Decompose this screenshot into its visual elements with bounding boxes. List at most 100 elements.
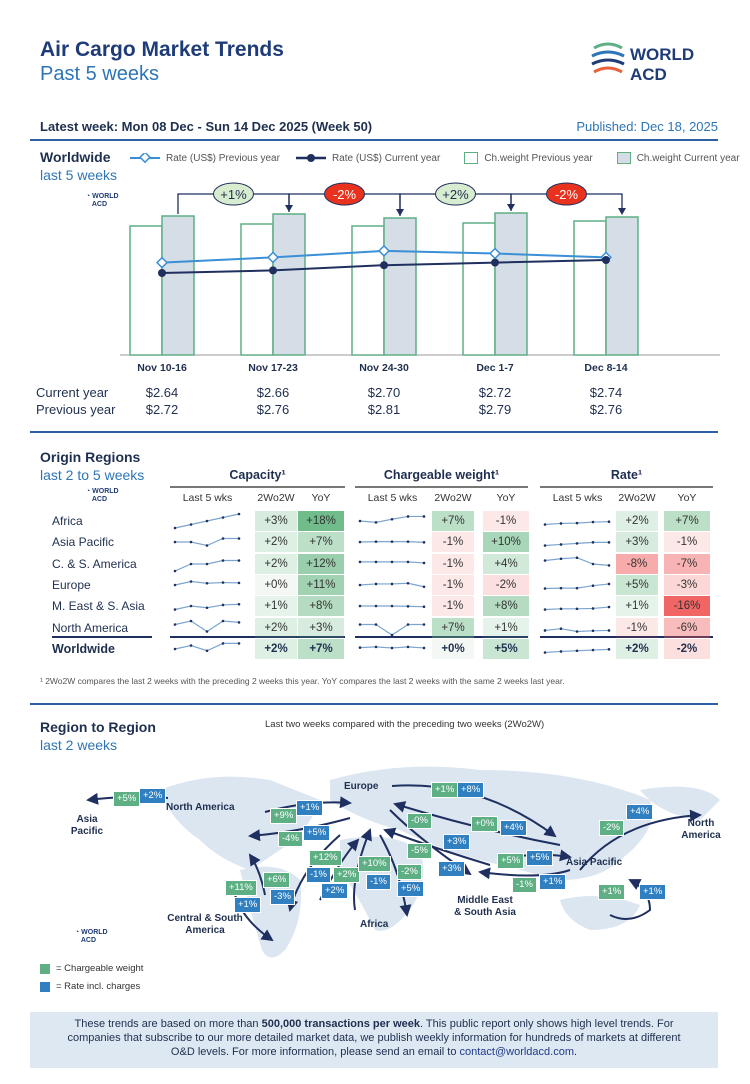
sparkline-cw xyxy=(358,645,426,650)
rate-previous: $2.76 xyxy=(589,402,623,417)
tag-rate: +3% xyxy=(443,834,471,850)
point-rate-cur xyxy=(491,258,499,267)
sparkline-cw xyxy=(358,540,426,544)
footer-text: These trends are based on more than xyxy=(74,1018,262,1030)
legend-line-prev-icon xyxy=(130,153,160,163)
value-cell-cw-2wo2w: -1% xyxy=(432,532,474,553)
row-label: M. East & S. Asia xyxy=(52,599,145,614)
tag-chargeable-weight: -5% xyxy=(407,843,432,859)
tag-rate: +3% xyxy=(438,861,466,877)
value-cell-rate-2wo2w: -8% xyxy=(616,553,658,574)
tag-chargeable-weight: +12% xyxy=(309,850,342,866)
value-cell-cw-2wo2w: +7% xyxy=(432,511,474,531)
point-rate-prev xyxy=(488,247,502,260)
row-label: Europe xyxy=(52,577,91,592)
value-cell-cw-yoy: +4% xyxy=(483,553,529,574)
tag-rate: +4% xyxy=(500,820,528,836)
total-rule xyxy=(170,636,345,638)
change-bubble xyxy=(324,182,365,206)
tag-rate: +1% xyxy=(296,800,324,816)
x-tick-label: Dec 1-7 xyxy=(476,362,514,374)
group-header: Capacity¹ xyxy=(229,468,286,482)
value-cell-rate-yoy: -1% xyxy=(664,532,710,553)
tag-chargeable-weight: -4% xyxy=(278,831,303,847)
value-cell-cw-2wo2w: +0% xyxy=(432,638,474,659)
divider xyxy=(30,431,718,433)
arrow-down-icon xyxy=(618,208,626,215)
worldwide-chart: +1% -2% +2% -2% xyxy=(120,182,720,356)
col-header: 2Wo2W xyxy=(618,492,656,504)
sparkline-cap xyxy=(173,619,241,633)
region-label: North America xyxy=(166,802,235,813)
group-header: Chargeable weight¹ xyxy=(383,468,500,482)
tag-chargeable-weight: -2% xyxy=(599,820,624,836)
value-cell-cw-yoy: +8% xyxy=(483,596,529,617)
sparkline-cw xyxy=(358,515,426,524)
region-label: Asia Pacific xyxy=(566,857,623,868)
tag-chargeable-weight: +9% xyxy=(270,808,298,824)
value-cell-cw-yoy: -1% xyxy=(483,511,529,531)
total-rule xyxy=(355,636,528,638)
sparkline-rate xyxy=(543,555,611,567)
rate-current: $2.66 xyxy=(256,385,290,400)
value-cell-cap-2wo2w: +2% xyxy=(255,532,297,553)
footer-bold: 500,000 transactions per week xyxy=(261,1018,420,1030)
contact-email-link[interactable]: contact@worldacd.com xyxy=(459,1046,575,1058)
header-rule xyxy=(170,486,345,488)
tag-rate: +1% xyxy=(639,884,667,900)
value-cell-rate-2wo2w: +5% xyxy=(616,574,658,595)
header-rule xyxy=(355,486,528,488)
point-rate-cur xyxy=(602,256,610,264)
point-rate-prev xyxy=(155,256,169,269)
value-cell-cap-yoy: +7% xyxy=(298,638,344,659)
value-cell-cap-2wo2w: +0% xyxy=(255,574,297,595)
legend-cw-swatch xyxy=(40,964,50,974)
footnote: ¹ 2Wo2W compares the last 2 weeks with t… xyxy=(40,676,565,686)
point-rate-prev xyxy=(377,244,391,257)
change-bubble xyxy=(546,182,587,206)
small-logo: ◔ WORLD ACD xyxy=(86,193,119,208)
total-rule xyxy=(540,636,713,638)
footer-text: . This public report only shows high lev… xyxy=(67,1018,681,1058)
region-label: Africa xyxy=(360,919,389,930)
legend-rate-label: = Rate incl. charges xyxy=(56,981,141,992)
tag-chargeable-weight: -1% xyxy=(512,877,537,893)
tag-chargeable-weight: +1% xyxy=(598,884,626,900)
tag-rate: -1% xyxy=(306,867,331,883)
value-cell-cw-2wo2w: -1% xyxy=(432,574,474,595)
value-cell-cap-2wo2w: +3% xyxy=(255,511,297,531)
world-acd-logo: WORLD ACD xyxy=(590,40,720,89)
col-header: YoY xyxy=(677,492,697,504)
published-date: Published: Dec 18, 2025 xyxy=(576,119,718,134)
value-cell-rate-2wo2w: -1% xyxy=(616,617,658,638)
sparkline-rate xyxy=(543,605,611,611)
worldwide-subtitle: last 5 weeks xyxy=(40,167,118,183)
value-cell-cap-yoy: +18% xyxy=(298,511,344,531)
rate-current: $2.70 xyxy=(367,385,401,400)
bar-chweight-prev xyxy=(240,223,274,356)
tag-chargeable-weight: +5% xyxy=(497,853,525,869)
origin-subtitle: last 2 to 5 weeks xyxy=(40,467,145,483)
tag-rate: +4% xyxy=(626,804,654,820)
sparkline-rate xyxy=(543,582,611,590)
sparkline-rate xyxy=(543,626,611,633)
row-label-current: Current year xyxy=(36,385,109,400)
bar-chweight-prev xyxy=(351,225,385,356)
legend-line-cur-icon xyxy=(295,154,326,162)
value-cell-cap-yoy: +8% xyxy=(298,596,344,617)
bar-chweight-cur xyxy=(383,217,417,356)
small-logo: ◔ WORLD ACD xyxy=(86,488,119,503)
tag-chargeable-weight: +1% xyxy=(431,782,459,798)
value-cell-rate-yoy: -2% xyxy=(664,638,710,659)
tag-rate: +1% xyxy=(539,874,567,890)
value-cell-cap-yoy: +11% xyxy=(298,574,344,595)
tag-rate: -1% xyxy=(366,874,391,890)
legend-label: Ch.weight Current year xyxy=(636,152,740,164)
rate-previous: $2.72 xyxy=(145,402,179,417)
value-cell-rate-2wo2w: +2% xyxy=(616,638,658,659)
value-cell-rate-yoy: -16% xyxy=(664,596,710,617)
x-tick-label: Nov 10-16 xyxy=(137,362,187,374)
col-header: Last 5 wks xyxy=(367,492,418,504)
row-label: C. & S. America xyxy=(52,556,137,571)
legend-rate-swatch xyxy=(40,982,50,992)
